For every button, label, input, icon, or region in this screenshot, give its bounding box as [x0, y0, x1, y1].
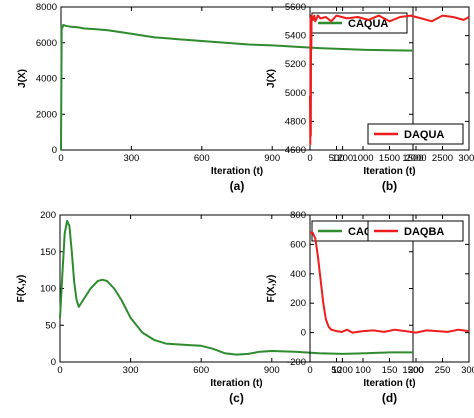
- x-tick-label: 1200: [332, 365, 353, 376]
- y-tick-label: 8000: [36, 2, 57, 13]
- x-axis-label: Iteration (t): [210, 378, 262, 389]
- series-line-c: [59, 219, 413, 356]
- x-tick-label: 2000: [405, 153, 426, 164]
- y-tick-label: 200: [290, 298, 306, 309]
- y-axis-label: F(X,y): [266, 275, 277, 303]
- y-tick-label: 2000: [36, 109, 57, 120]
- y-tick-label: 4000: [36, 74, 57, 85]
- x-tick-label: 600: [194, 153, 210, 164]
- y-tick-label: 4600: [285, 145, 306, 156]
- series-line-b: [309, 14, 470, 146]
- panel-a: 0 2000 4000 6000 8000 0 300 600 900 1200 1500 Itera…: [17, 2, 424, 193]
- panel-caption: (c): [229, 391, 244, 405]
- y-axis-label: F(X,y): [16, 275, 27, 303]
- x-tick-label: 250: [435, 365, 451, 376]
- y-tick-label: 5600: [285, 2, 306, 13]
- legend-box: [367, 123, 464, 145]
- x-tick-label: 0: [307, 365, 312, 376]
- y-tick-label: 5000: [285, 88, 306, 99]
- y-tick-label: 600: [290, 239, 306, 250]
- x-tick-label: 500: [329, 153, 345, 164]
- x-axis-label: Iteration (t): [363, 166, 415, 177]
- x-tick-label: 150: [382, 365, 398, 376]
- series-line-d: [310, 231, 470, 334]
- x-axis-label: Iteration (t): [363, 378, 415, 389]
- x-tick-label: 200: [408, 365, 424, 376]
- x-tick-label: 300: [123, 153, 139, 164]
- legend-box: [367, 220, 464, 242]
- x-tick-label: 0: [307, 153, 312, 164]
- y-tick-label: 5400: [285, 31, 306, 42]
- y-tick-label: 0: [51, 357, 56, 368]
- x-tick-label: 0: [57, 365, 62, 376]
- x-tick-label: 1500: [402, 153, 423, 164]
- x-tick-label: 2500: [432, 153, 453, 164]
- y-tick-label: 100: [40, 284, 56, 295]
- x-tick-label: 100: [355, 365, 371, 376]
- panel-caption: (b): [382, 179, 397, 193]
- y-tick-label: 50: [45, 320, 56, 331]
- y-axis-label: J(X): [17, 69, 28, 88]
- y-tick-label: 800: [290, 210, 306, 221]
- legend-label: CAQUA: [348, 18, 388, 30]
- y-tick-label: 150: [40, 247, 56, 258]
- x-tick-label: 900: [264, 153, 280, 164]
- y-axis-label: J(X): [266, 69, 277, 88]
- y-tick-label: 400: [290, 269, 306, 280]
- panel-caption: (d): [382, 391, 397, 405]
- x-tick-label: 600: [193, 365, 209, 376]
- x-tick-label: 300: [123, 365, 139, 376]
- panel-d: -2000200400600800050100150200250300Itera…: [266, 210, 474, 405]
- x-tick-label: 300: [461, 365, 474, 376]
- x-tick-label: 0: [58, 153, 63, 164]
- x-tick-label: 50: [331, 365, 342, 376]
- x-tick-label: 1500: [379, 153, 400, 164]
- x-tick-label: 1200: [332, 153, 353, 164]
- y-tick-label: 6000: [36, 38, 57, 49]
- legend-label: DAQBA: [404, 226, 444, 238]
- y-tick-label: -200: [287, 357, 306, 368]
- y-tick-label: 0: [301, 328, 306, 339]
- series-line-a: [60, 23, 414, 151]
- y-tick-label: 200: [40, 210, 56, 221]
- x-tick-label: 1500: [402, 365, 423, 376]
- y-tick-label: 4800: [285, 116, 306, 127]
- panel-caption: (a): [230, 179, 245, 193]
- legend-label: DAQUA: [404, 129, 444, 141]
- x-axis-label: Iteration (t): [211, 166, 263, 177]
- y-tick-label: 0: [52, 145, 57, 156]
- y-tick-label: 5200: [285, 59, 306, 70]
- x-tick-label: 3000: [458, 153, 474, 164]
- x-tick-label: 1000: [352, 153, 373, 164]
- x-tick-label: 900: [264, 365, 280, 376]
